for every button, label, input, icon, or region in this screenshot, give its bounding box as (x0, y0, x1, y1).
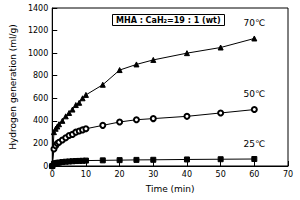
svg-text:600: 600 (33, 94, 48, 103)
svg-text:50: 50 (216, 170, 226, 179)
svg-text:800: 800 (33, 71, 48, 80)
svg-text:10: 10 (81, 170, 91, 179)
svg-text:Time (min): Time (min) (145, 184, 195, 194)
svg-text:30: 30 (148, 170, 158, 179)
svg-text:0: 0 (43, 162, 48, 171)
svg-text:1200: 1200 (28, 26, 48, 35)
svg-text:MHA : CaH₂=19 : 1 (wt): MHA : CaH₂=19 : 1 (wt) (116, 16, 221, 25)
svg-text:0: 0 (50, 170, 55, 179)
svg-text:40: 40 (182, 170, 192, 179)
svg-text:400: 400 (33, 116, 48, 125)
svg-text:50℃: 50℃ (244, 89, 266, 99)
svg-text:25℃: 25℃ (244, 139, 266, 149)
svg-text:200: 200 (33, 139, 48, 148)
svg-text:Hydrogen generation (ml/g): Hydrogen generation (ml/g) (8, 24, 18, 149)
svg-text:70: 70 (283, 170, 293, 179)
svg-text:20: 20 (115, 170, 125, 179)
svg-text:70℃: 70℃ (244, 18, 266, 28)
svg-text:1000: 1000 (28, 49, 48, 58)
svg-text:1400: 1400 (28, 4, 48, 13)
svg-text:60: 60 (249, 170, 259, 179)
